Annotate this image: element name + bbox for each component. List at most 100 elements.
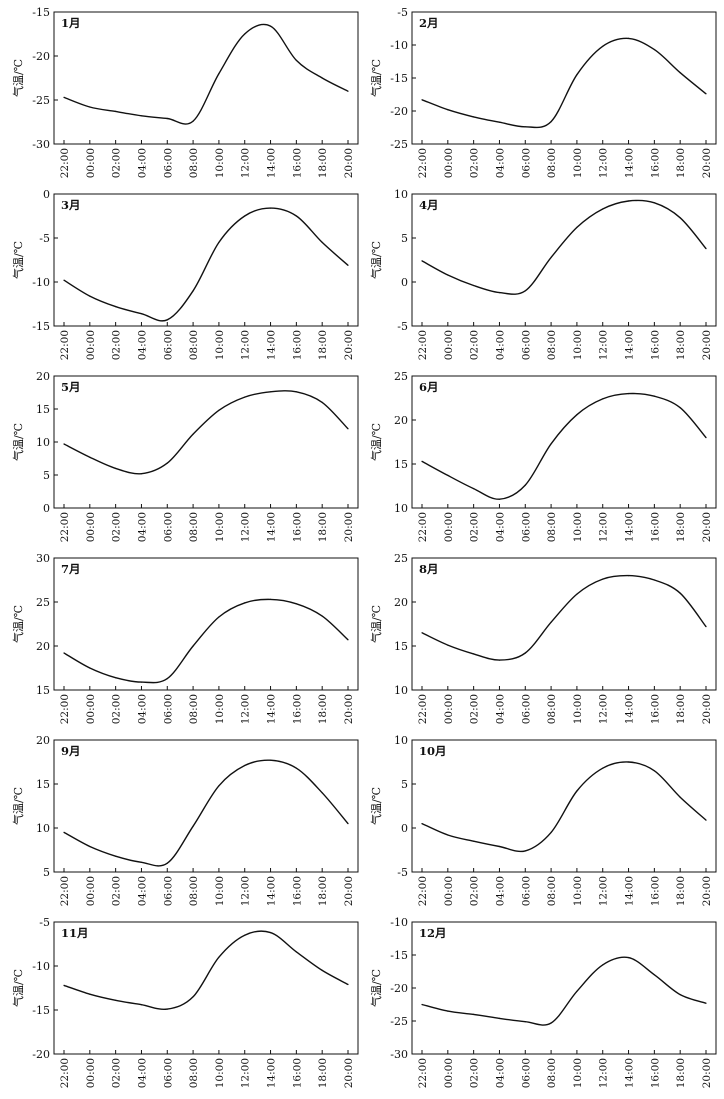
y-tick-label: 15 (36, 403, 50, 416)
x-tick-label: 00:00 (85, 1058, 97, 1088)
plot-frame (53, 11, 359, 145)
x-tick-label: 16:00 (291, 1058, 303, 1088)
x-tick-label: 18:00 (317, 330, 329, 360)
x-tick-label: 16:00 (649, 330, 661, 360)
data-point (347, 90, 349, 92)
y-tick-label: 10 (36, 822, 50, 835)
data-point (705, 626, 707, 628)
x-tick-label: 14:00 (266, 512, 278, 542)
x-tick-label: 06:00 (520, 876, 532, 906)
x-tick-label: 20:00 (701, 148, 713, 178)
data-point (192, 120, 194, 122)
x-tick-label: 14:00 (624, 694, 636, 724)
x-tick-label: 04:00 (136, 330, 148, 360)
data-point (89, 106, 91, 108)
data-point (705, 437, 707, 439)
data-point (347, 428, 349, 430)
x-tick-label: 22:00 (417, 148, 429, 178)
x-tick-label: 20:00 (701, 330, 713, 360)
chart-panel-1: 1月 -15 -20 -25 -30 气温/℃ 22:00 00:00 02:00 04:00 06… (11, 6, 359, 178)
data-point (473, 284, 475, 287)
data-point (269, 207, 272, 209)
x-tick-label: 02:00 (111, 148, 123, 178)
data-point (576, 226, 578, 228)
data-point (421, 1003, 423, 1006)
data-point (447, 109, 449, 111)
y-tick-label: -5 (39, 232, 50, 245)
x-tick-label: 16:00 (649, 876, 661, 906)
data-point (192, 645, 194, 647)
x-tick-label: 06:00 (520, 694, 532, 724)
chart-panel-6: 6月 25 20 15 10 气温/℃ 22:00 00:00 02:00 04:00 06:00 0… (369, 370, 717, 542)
x-tick-label: 00:00 (443, 876, 455, 906)
x-tick-label: 12:00 (598, 148, 610, 178)
chart-panel-11: 11月 -5 -10 -15 -20 气温/℃ 22:00 00:00 02:00 04:00 06… (11, 916, 359, 1088)
data-point (627, 37, 630, 40)
data-point (576, 593, 578, 595)
x-tick-label: 22:00 (59, 330, 71, 360)
y-tick-label: -15 (390, 949, 408, 962)
data-point (550, 121, 552, 123)
data-point (550, 443, 552, 445)
x-tick-label: 20:00 (343, 694, 355, 724)
data-point (347, 264, 349, 266)
x-tick-label: 00:00 (85, 694, 97, 724)
x-tick-label: 16:00 (291, 330, 303, 360)
x-tick-label: 22:00 (417, 330, 429, 360)
x-tick-label: 22:00 (59, 694, 71, 724)
data-point (447, 274, 449, 276)
x-tick-label: 00:00 (85, 148, 97, 178)
data-point (473, 653, 475, 655)
data-point (140, 861, 143, 863)
data-point (524, 850, 526, 852)
data-point (321, 241, 323, 243)
data-point (140, 473, 143, 475)
x-tick-label: 22:00 (59, 876, 71, 906)
data-point (192, 290, 194, 292)
data-point (421, 99, 423, 101)
x-tick-label: 08:00 (188, 512, 200, 542)
x-tick-label: 04:00 (494, 148, 506, 178)
temperature-line (63, 930, 349, 1011)
x-tick-label: 10:00 (572, 148, 584, 178)
x-tick-label: 18:00 (317, 876, 329, 906)
x-tick-label: 00:00 (443, 330, 455, 360)
y-tick-label: 30 (36, 552, 50, 565)
x-tick-label: 06:00 (162, 1058, 174, 1088)
y-tick-label: 25 (394, 552, 408, 565)
data-point (140, 1004, 143, 1006)
x-tick-label: 10:00 (572, 330, 584, 360)
x-tick-label: 00:00 (85, 512, 97, 542)
x-tick-label: 10:00 (572, 876, 584, 906)
data-point (498, 845, 501, 848)
month-label: 9月 (61, 744, 81, 758)
data-point (63, 443, 65, 445)
x-tick-label: 08:00 (546, 512, 558, 542)
data-point (89, 993, 91, 995)
data-point (192, 433, 194, 435)
x-tick-label: 06:00 (520, 330, 532, 360)
x-tick-label: 14:00 (624, 1058, 636, 1088)
data-point (89, 845, 91, 848)
x-tick-label: 14:00 (624, 876, 636, 906)
x-tick-label: 12:00 (598, 694, 610, 724)
x-tick-label: 06:00 (162, 330, 174, 360)
data-point (473, 1013, 475, 1016)
data-point (269, 932, 272, 934)
chart-panel-2: 2月 -5 -10 -15 -20 -25 气温/℃ 22:00 00:00 02:00 04:00… (369, 6, 717, 178)
x-tick-label: 06:00 (162, 876, 174, 906)
data-point (192, 996, 194, 998)
y-tick-label: -25 (32, 94, 50, 107)
data-point (473, 488, 475, 490)
data-point (321, 969, 323, 972)
month-label: 4月 (419, 198, 439, 212)
x-tick-label: 02:00 (111, 876, 123, 906)
y-tick-label: 10 (394, 684, 408, 697)
y-axis-label: 气温/℃ (11, 423, 25, 461)
data-point (244, 602, 246, 604)
data-point (166, 678, 168, 680)
x-tick-label: 08:00 (546, 876, 558, 906)
data-point (269, 391, 272, 393)
x-tick-label: 04:00 (136, 148, 148, 178)
x-tick-label: 22:00 (417, 694, 429, 724)
